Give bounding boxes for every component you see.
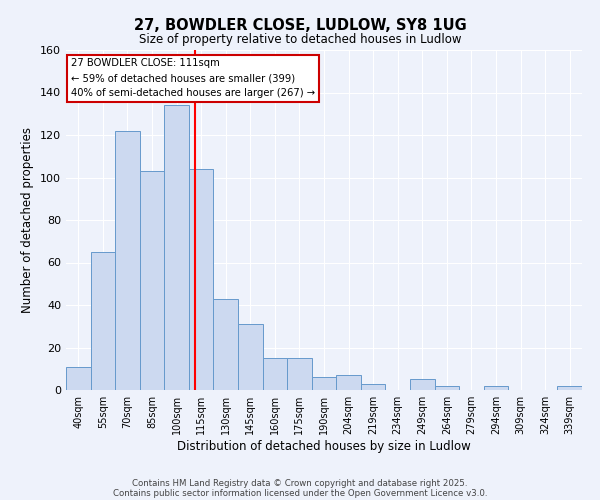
Bar bbox=[484, 386, 508, 390]
Bar bbox=[140, 171, 164, 390]
Text: Size of property relative to detached houses in Ludlow: Size of property relative to detached ho… bbox=[139, 32, 461, 46]
Text: Contains HM Land Registry data © Crown copyright and database right 2025.: Contains HM Land Registry data © Crown c… bbox=[132, 478, 468, 488]
Bar bbox=[336, 375, 361, 390]
Bar bbox=[434, 386, 459, 390]
Text: 27, BOWDLER CLOSE, LUDLOW, SY8 1UG: 27, BOWDLER CLOSE, LUDLOW, SY8 1UG bbox=[134, 18, 466, 32]
Bar bbox=[410, 380, 434, 390]
Bar bbox=[189, 169, 214, 390]
Bar bbox=[164, 106, 189, 390]
Bar bbox=[238, 324, 263, 390]
Y-axis label: Number of detached properties: Number of detached properties bbox=[22, 127, 34, 313]
Bar bbox=[312, 378, 336, 390]
Bar bbox=[361, 384, 385, 390]
Bar bbox=[287, 358, 312, 390]
X-axis label: Distribution of detached houses by size in Ludlow: Distribution of detached houses by size … bbox=[177, 440, 471, 453]
Bar bbox=[214, 298, 238, 390]
Bar bbox=[115, 130, 140, 390]
Bar bbox=[557, 386, 582, 390]
Bar bbox=[66, 366, 91, 390]
Text: Contains public sector information licensed under the Open Government Licence v3: Contains public sector information licen… bbox=[113, 488, 487, 498]
Bar bbox=[263, 358, 287, 390]
Bar bbox=[91, 252, 115, 390]
Text: 27 BOWDLER CLOSE: 111sqm
← 59% of detached houses are smaller (399)
40% of semi-: 27 BOWDLER CLOSE: 111sqm ← 59% of detach… bbox=[71, 58, 315, 98]
